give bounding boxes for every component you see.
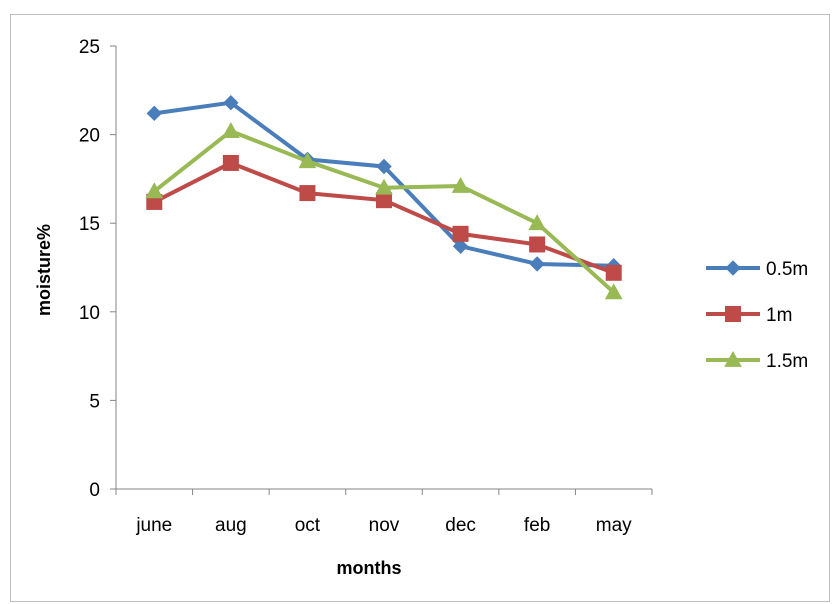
y-tick-label: 20 [79, 126, 100, 147]
y-axis-title: moisture% [34, 224, 54, 316]
data-point [145, 182, 164, 199]
y-tick-label: 25 [79, 37, 100, 58]
legend-item-1m: 1m [706, 305, 792, 326]
legend-marker [725, 260, 741, 276]
data-point [529, 236, 546, 253]
legend-item-1.5m: 1.5m [706, 350, 808, 372]
x-tick-label: feb [524, 515, 550, 536]
x-tick-label: nov [369, 515, 400, 536]
x-tick-label: may [596, 515, 632, 536]
legend-label: 0.5m [766, 259, 808, 280]
data-point [223, 94, 239, 111]
x-tick-label: dec [445, 515, 476, 536]
legend-item-0.5m: 0.5m [706, 259, 808, 280]
data-point [451, 176, 470, 193]
x-axis-title: months [337, 558, 402, 578]
data-point [146, 105, 162, 122]
y-tick-label: 5 [89, 391, 100, 412]
data-point [376, 158, 392, 175]
series-1.5m [145, 122, 623, 300]
data-point [604, 283, 623, 300]
legend-marker [725, 306, 741, 322]
data-point [299, 185, 316, 202]
data-point [375, 178, 393, 195]
x-tick-label: june [135, 515, 172, 536]
data-point [452, 238, 469, 254]
legend: 0.5m 1m 1.5m [706, 259, 808, 372]
data-point [528, 214, 546, 231]
x-tick-label: aug [215, 515, 247, 536]
y-tick-label: 10 [79, 303, 100, 324]
data-point [452, 225, 469, 242]
data-point [529, 256, 545, 272]
legend-marker [724, 350, 742, 367]
data-point [222, 122, 240, 138]
legend-label: 1m [766, 305, 792, 326]
axes: 0 5 10 15 20 25 june aug oct nov dec feb may [79, 37, 653, 536]
data-point [298, 152, 317, 169]
legend-label: 1.5m [766, 351, 808, 372]
x-tick-label: oct [295, 515, 321, 536]
y-tick-label: 15 [79, 214, 100, 235]
chart-frame [10, 14, 830, 602]
data-point [376, 192, 392, 209]
y-tick-label: 0 [89, 480, 100, 501]
data-point [605, 264, 622, 281]
series-1m [146, 154, 622, 281]
data-point [222, 154, 239, 171]
series-layer [145, 94, 623, 300]
